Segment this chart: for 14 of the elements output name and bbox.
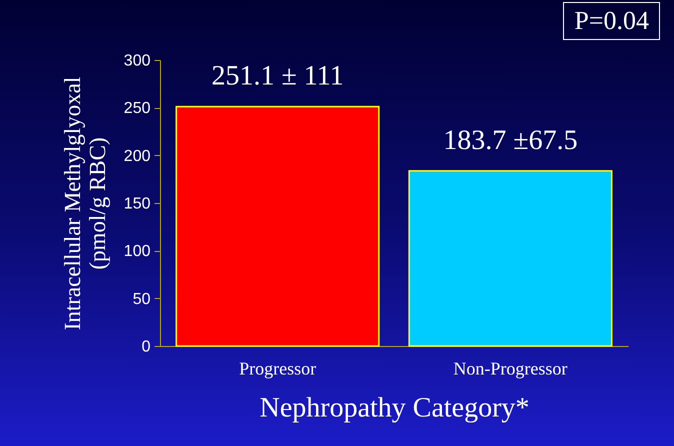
text: P=0.04 (563, 2, 660, 40)
y-tick-label: 300 (124, 52, 151, 70)
x-tick-label: Progressor (239, 358, 316, 378)
data-label: 183.7 ±67.5 (443, 124, 578, 156)
y-tick-label: 250 (124, 100, 151, 118)
y-tick-label: 150 (124, 196, 151, 212)
y-tick-label: 50 (132, 290, 151, 308)
x-tick-label: Non-Progressor (453, 358, 568, 378)
y-tick-label: 100 (124, 243, 151, 260)
x-axis-title: Nephropathy Category* (260, 392, 530, 424)
data-label: 251.1 ± 111 (211, 60, 344, 92)
y-tick-label: 200 (124, 148, 151, 165)
y-tick-label: 0 (142, 338, 151, 356)
y-axis-title: Intracellular Methylglyoxal (pmol/g RBC) (60, 76, 110, 330)
